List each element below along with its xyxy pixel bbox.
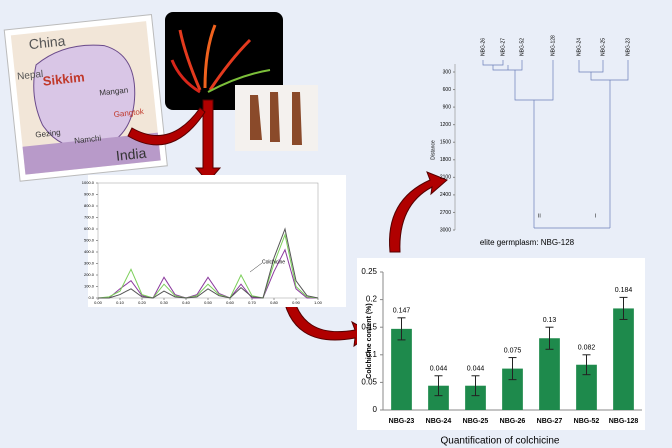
y-tick-label: 0.25	[361, 267, 377, 276]
y-tick-label: 800.0	[84, 203, 95, 208]
value-label: 0.13	[543, 317, 557, 324]
x-tick-label: NBG-24	[426, 418, 452, 425]
leaf-label: NBG-52	[519, 38, 525, 56]
y-tick-label: 0	[373, 405, 378, 414]
y-tick-label: 700.0	[84, 215, 95, 220]
x-tick-label: NBG-25	[463, 418, 489, 425]
y-tick-label: 2400	[440, 192, 451, 198]
y-axis-label: Distance	[430, 140, 436, 160]
value-label: 0.184	[615, 287, 633, 294]
caption: elite germplasm: NBG-128	[480, 238, 575, 247]
x-tick-label: NBG-128	[609, 418, 639, 425]
y-axis-label: Colchicine content (%)	[366, 303, 373, 378]
x-tick-label: 0.80	[270, 300, 279, 305]
map-label: India	[115, 145, 147, 164]
x-tick-label: 0.50	[204, 300, 213, 305]
y-tick-label: 100.0	[84, 284, 95, 289]
y-tick-label: 200.0	[84, 272, 95, 277]
x-tick-label: 0.10	[116, 300, 125, 305]
x-tick-label: NBG-26	[500, 418, 526, 425]
y-tick-label: 1000.0	[82, 180, 95, 185]
x-tick-label: 0.30	[160, 300, 169, 305]
x-tick-label: 0.40	[182, 300, 191, 305]
x-tick-label: 0.00	[94, 300, 103, 305]
x-tick-label: NBG-23	[389, 418, 415, 425]
bar	[391, 329, 412, 410]
leaf-label: NBG-24	[576, 38, 582, 56]
leaf-label: NBG-26	[480, 38, 486, 56]
x-tick-label: 0.70	[248, 300, 257, 305]
caption: Quantification of colchicine	[441, 436, 560, 447]
x-tick-label: NBG-27	[537, 418, 563, 425]
leaf-label: NBG-27	[500, 38, 506, 56]
x-tick-label: NBG-52	[574, 418, 600, 425]
tubers	[250, 92, 302, 145]
y-tick-label: 1500	[440, 140, 451, 146]
y-tick-label: 900.0	[84, 192, 95, 197]
page: China Sikkim Nepal India Gangtok Mangan …	[0, 0, 672, 448]
x-tick-label: 0.20	[138, 300, 147, 305]
leaf-label: NBG-25	[600, 38, 606, 56]
y-tick-label: 600.0	[84, 226, 95, 231]
value-label: 0.147	[393, 308, 411, 315]
y-tick-label: 500.0	[84, 238, 95, 243]
y-tick-label: 300.0	[84, 261, 95, 266]
y-tick-label: 2700	[440, 210, 451, 216]
value-label: 0.044	[430, 366, 448, 373]
x-tick-label: 0.90	[292, 300, 301, 305]
y-tick-label: 1800	[440, 157, 451, 163]
value-label: 0.075	[504, 347, 522, 354]
y-tick-label: 0.2	[366, 295, 378, 304]
bar	[613, 308, 634, 410]
x-tick-label: 1.00	[314, 300, 323, 305]
y-tick-label: 400.0	[84, 249, 95, 254]
chromatogram: 0.0100.0200.0300.0400.0500.0600.0700.080…	[82, 175, 346, 307]
y-tick-label: 1200	[440, 122, 451, 128]
figure: China Sikkim Nepal India Gangtok Mangan …	[0, 0, 672, 448]
map: China Sikkim Nepal India Gangtok Mangan …	[4, 15, 167, 182]
leaf-label: NBG-23	[625, 38, 631, 56]
value-label: 0.082	[578, 345, 596, 352]
cluster-label: II	[538, 213, 541, 219]
x-tick-label: 0.60	[226, 300, 235, 305]
y-tick-label: 900	[443, 104, 452, 110]
panel	[88, 175, 346, 307]
leaf-label: NBG-128	[550, 35, 556, 56]
cluster-label: I	[595, 213, 596, 219]
y-tick-label: 2100	[440, 175, 451, 181]
annotation: Colchicine	[262, 259, 285, 265]
y-tick-label: 300	[443, 69, 452, 75]
y-tick-label: 3000	[440, 227, 451, 233]
y-tick-label: 600	[443, 87, 452, 93]
value-label: 0.044	[467, 366, 485, 373]
